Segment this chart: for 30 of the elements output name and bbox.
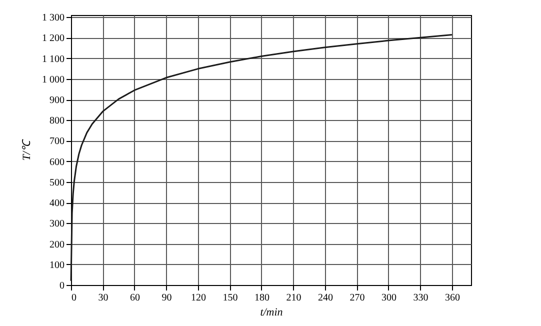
y-axis-title: T/℃ <box>21 138 33 161</box>
x-tick-label: 240 <box>318 292 333 304</box>
y-tick-label: 800 <box>50 116 64 127</box>
y-tick-label: 100 <box>50 260 64 271</box>
y-tick-label: 300 <box>50 218 64 230</box>
y-tick-label: 700 <box>50 136 64 148</box>
x-tick-label: 210 <box>286 292 302 304</box>
y-tick-label: 1 100 <box>42 54 64 65</box>
y-tick-label: 1 000 <box>42 74 64 86</box>
x-tick-label: 150 <box>222 292 238 304</box>
y-tick-label: 200 <box>50 239 64 250</box>
y-tick-label: 400 <box>50 198 64 210</box>
y-tick-label: 1 200 <box>42 33 64 44</box>
x-tick-label: 360 <box>444 292 460 304</box>
y-tick-label: 1 300 <box>42 12 64 24</box>
y-tick-label: 0 <box>60 280 64 292</box>
x-tick-label: 180 <box>254 292 270 304</box>
y-tick-label: 600 <box>50 156 64 168</box>
y-tick-label: 500 <box>50 177 64 188</box>
x-tick-label: 330 <box>413 292 428 304</box>
x-tick-label: 0 <box>72 292 76 304</box>
x-tick-label: 30 <box>98 292 108 304</box>
x-axis-title: t/min <box>260 306 284 318</box>
x-tick-label: 300 <box>381 292 396 304</box>
x-tick-label: 60 <box>130 292 140 304</box>
x-tick-label: 270 <box>350 292 365 304</box>
x-tick-label: 90 <box>162 292 172 304</box>
line-series <box>70 34 453 282</box>
y-tick-label: 900 <box>50 95 64 106</box>
x-tick-label: 120 <box>190 292 206 304</box>
